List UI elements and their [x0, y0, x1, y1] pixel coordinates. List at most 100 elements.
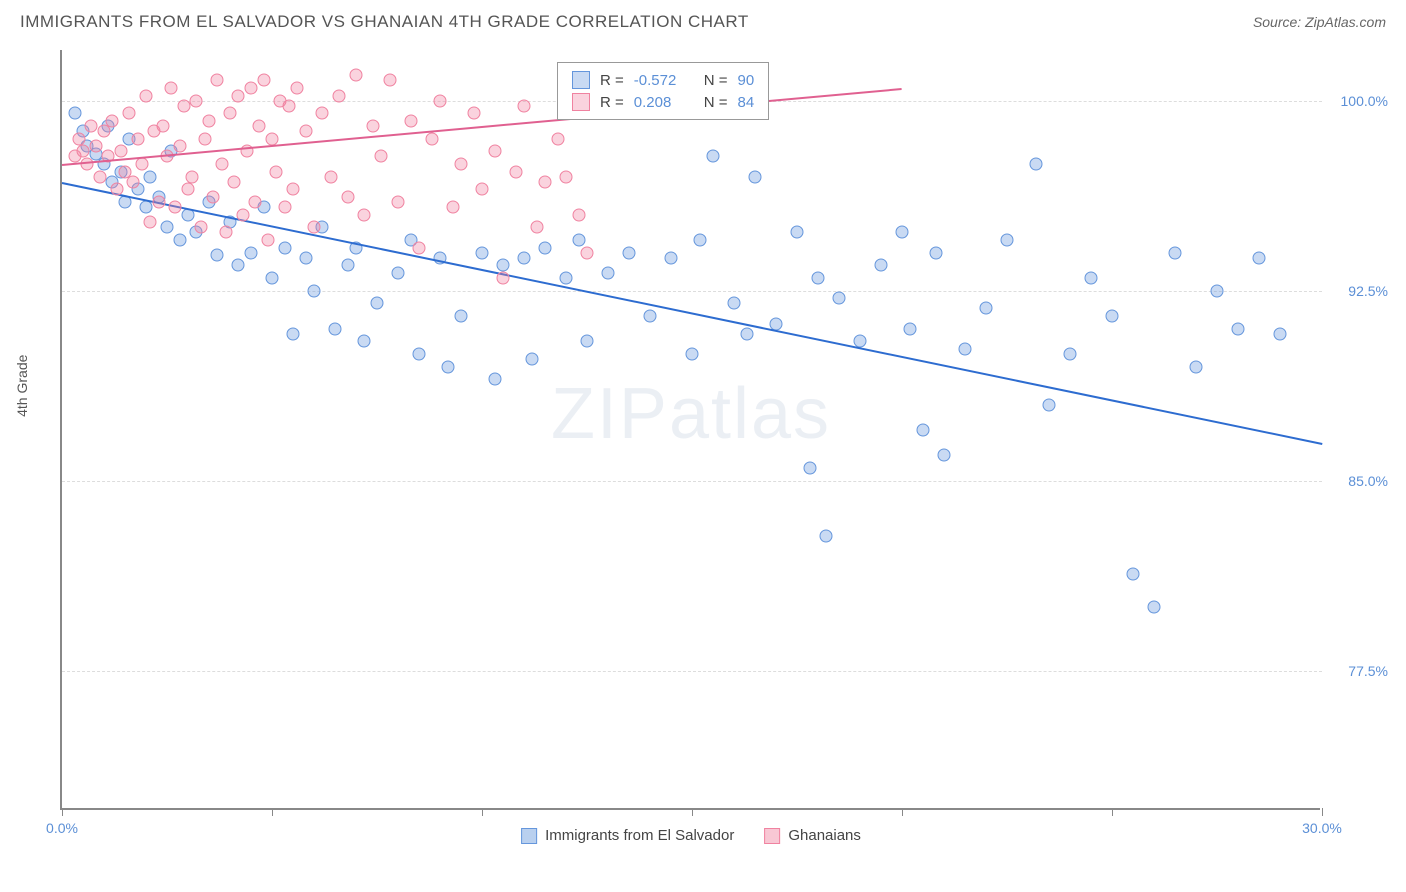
data-point [1253, 251, 1266, 264]
data-point [1211, 284, 1224, 297]
data-point [299, 125, 312, 138]
data-point [644, 310, 657, 323]
x-tick [1322, 808, 1323, 816]
x-tick [1112, 808, 1113, 816]
data-point [581, 246, 594, 259]
data-point [287, 183, 300, 196]
data-point [194, 221, 207, 234]
legend-n-label: N = [704, 94, 728, 111]
data-point [161, 221, 174, 234]
data-point [686, 348, 699, 361]
data-point [77, 145, 90, 158]
data-point [1232, 322, 1245, 335]
data-point [497, 272, 510, 285]
data-point [833, 292, 846, 305]
data-point [224, 107, 237, 120]
data-point [219, 226, 232, 239]
x-tick-label: 30.0% [1302, 820, 1342, 836]
data-point [366, 120, 379, 133]
data-point [371, 297, 384, 310]
data-point [917, 424, 930, 437]
data-point [476, 183, 489, 196]
data-point [131, 132, 144, 145]
data-point [497, 259, 510, 272]
data-point [110, 183, 123, 196]
data-point [249, 196, 262, 209]
data-point [383, 74, 396, 87]
legend-swatch [521, 828, 537, 844]
legend-r-label: R = [600, 72, 624, 89]
data-point [299, 251, 312, 264]
x-tick [692, 808, 693, 816]
y-tick-label: 77.5% [1348, 663, 1388, 679]
legend-swatch [572, 93, 590, 111]
data-point [291, 82, 304, 95]
data-point [623, 246, 636, 259]
data-point [144, 170, 157, 183]
data-point [476, 246, 489, 259]
data-point [211, 249, 224, 262]
data-point [375, 150, 388, 163]
data-point [929, 246, 942, 259]
series-legend: Immigrants from El Salvador Ghanaians [521, 827, 861, 844]
data-point [165, 82, 178, 95]
data-point [135, 158, 148, 171]
data-point [270, 165, 283, 178]
data-point [1064, 348, 1077, 361]
data-point [203, 114, 216, 127]
y-tick-label: 85.0% [1348, 473, 1388, 489]
data-point [1085, 272, 1098, 285]
data-point [245, 82, 258, 95]
data-point [1148, 601, 1161, 614]
legend-item: Ghanaians [764, 827, 861, 844]
data-point [123, 107, 136, 120]
data-point [341, 190, 354, 203]
data-point [190, 94, 203, 107]
x-tick [62, 808, 63, 816]
data-point [140, 89, 153, 102]
x-tick-label: 0.0% [46, 820, 78, 836]
data-point [127, 175, 140, 188]
data-point [211, 74, 224, 87]
y-tick-label: 92.5% [1348, 283, 1388, 299]
data-point [1030, 158, 1043, 171]
data-point [560, 272, 573, 285]
data-point [539, 175, 552, 188]
chart-header: IMMIGRANTS FROM EL SALVADOR VS GHANAIAN … [0, 0, 1406, 40]
legend-item: Immigrants from El Salvador [521, 827, 734, 844]
data-point [581, 335, 594, 348]
x-tick [482, 808, 483, 816]
data-point [1043, 398, 1056, 411]
data-point [228, 175, 241, 188]
chart-title: IMMIGRANTS FROM EL SALVADOR VS GHANAIAN … [20, 12, 749, 32]
data-point [749, 170, 762, 183]
data-point [572, 208, 585, 221]
gridline [62, 481, 1322, 482]
data-point [728, 297, 741, 310]
data-point [198, 132, 211, 145]
data-point [308, 284, 321, 297]
data-point [329, 322, 342, 335]
data-point [425, 132, 438, 145]
data-point [173, 140, 186, 153]
data-point [560, 170, 573, 183]
data-point [707, 150, 720, 163]
data-point [93, 170, 106, 183]
data-point [278, 241, 291, 254]
data-point [820, 530, 833, 543]
data-point [896, 226, 909, 239]
legend-swatch [764, 828, 780, 844]
data-point [404, 114, 417, 127]
data-point [551, 132, 564, 145]
data-point [413, 348, 426, 361]
data-point [791, 226, 804, 239]
data-point [488, 145, 501, 158]
data-point [245, 246, 258, 259]
data-point [602, 266, 615, 279]
data-point [518, 99, 531, 112]
data-point [539, 241, 552, 254]
data-point [72, 132, 85, 145]
data-point [358, 335, 371, 348]
data-point [261, 234, 274, 247]
plot-area: ZIPatlas 77.5%85.0%92.5%100.0%0.0%30.0%R… [60, 50, 1320, 810]
